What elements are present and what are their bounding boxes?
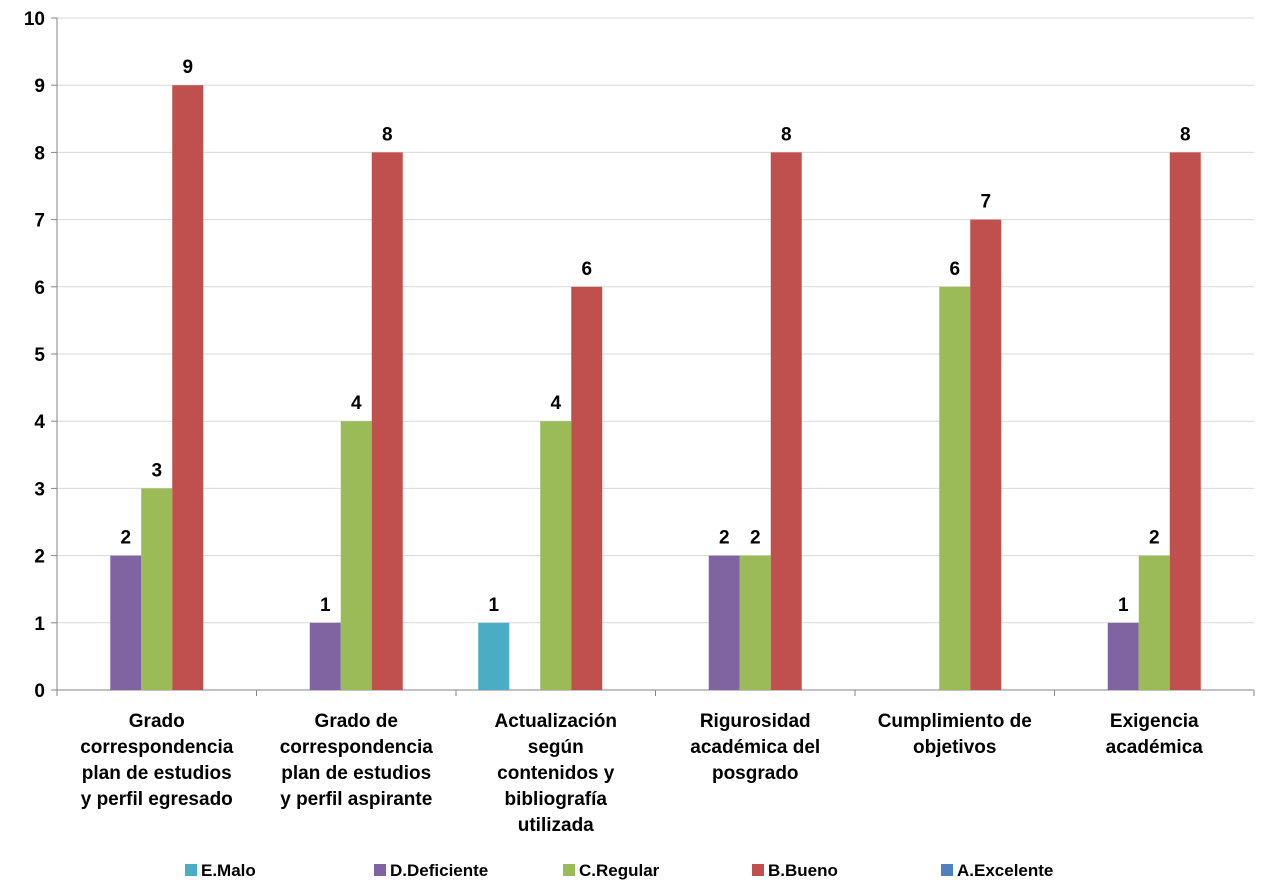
y-tick-label: 6 <box>34 278 45 299</box>
legend-swatch <box>185 864 197 876</box>
legend-label: B.Bueno <box>768 861 838 880</box>
y-tick-label: 7 <box>34 211 45 232</box>
legend-label: C.Regular <box>579 861 660 880</box>
data-label: 2 <box>719 528 730 549</box>
x-category-label: Actualización según contenidos y bibliograf… <box>495 711 617 836</box>
y-tick-label: 0 <box>34 681 45 702</box>
data-label: 9 <box>182 57 193 78</box>
bar-b-bueno <box>970 219 1002 690</box>
data-label: 1 <box>320 595 331 616</box>
y-tick-label: 9 <box>34 76 45 97</box>
bar-b-bueno <box>371 152 403 690</box>
y-tick-label: 8 <box>34 143 45 164</box>
data-label: 2 <box>1149 528 1160 549</box>
x-category-label: Exigencia académica <box>1106 711 1204 758</box>
data-label: 2 <box>750 528 761 549</box>
data-label: 8 <box>1180 124 1191 145</box>
legend-swatch <box>563 864 575 876</box>
y-tick-label: 3 <box>34 479 45 500</box>
y-tick-label: 2 <box>34 547 45 568</box>
legend-swatch <box>941 864 953 876</box>
data-label: 8 <box>781 124 792 145</box>
x-category-label: Cumplimiento de objetivos <box>878 711 1032 758</box>
bar-b-bueno <box>1169 152 1201 690</box>
legend-label: E.Malo <box>201 861 256 880</box>
data-label: 6 <box>949 259 960 280</box>
legend-label: A.Excelente <box>957 861 1053 880</box>
bar-c-regular <box>340 421 372 690</box>
data-label: 1 <box>1118 595 1129 616</box>
data-label: 3 <box>151 460 162 481</box>
bar-c-regular <box>540 421 572 690</box>
bar-c-regular <box>1138 555 1170 690</box>
bar-d-deficiente <box>110 555 142 690</box>
data-label: 6 <box>581 259 592 280</box>
bar-c-regular <box>739 555 771 690</box>
bars <box>110 85 1201 690</box>
bar-b-bueno <box>770 152 802 690</box>
bar-c-regular <box>939 286 971 690</box>
x-axis-category-labels: Grado correspondencia plan de estudios y pe… <box>80 711 1203 836</box>
bar-b-bueno <box>571 286 603 690</box>
data-label: 4 <box>351 393 362 414</box>
x-category-label: Rigurosidad académica del posgrado <box>690 711 820 784</box>
y-tick-label: 10 <box>24 9 45 30</box>
data-label: 1 <box>488 595 499 616</box>
bar-d-deficiente <box>309 622 341 690</box>
axes <box>51 17 1255 696</box>
x-category-label: Grado correspondencia plan de estudios y pe… <box>80 711 234 810</box>
data-label: 4 <box>550 393 561 414</box>
legend-swatch <box>752 864 764 876</box>
x-category-label: Grado de correspondencia plan de estudios y… <box>280 711 434 810</box>
y-tick-label: 5 <box>34 345 45 366</box>
data-label: 8 <box>382 124 393 145</box>
legend-label: D.Deficiente <box>390 861 488 880</box>
bar-e-malo <box>478 622 510 690</box>
y-tick-label: 1 <box>34 614 45 635</box>
bar-d-deficiente <box>1107 622 1139 690</box>
y-axis-tick-labels: 0 1 2 3 4 5 6 7 8 9 10 <box>24 9 46 702</box>
legend: E.Malo D.Deficiente C.Regular B.Bueno A.Exce… <box>185 861 1053 880</box>
bar-d-deficiente <box>708 555 740 690</box>
bar-c-regular <box>141 488 173 690</box>
y-tick-label: 4 <box>34 412 45 433</box>
bar-b-bueno <box>172 85 204 690</box>
legend-swatch <box>374 864 386 876</box>
data-label: 2 <box>120 528 131 549</box>
data-label: 7 <box>980 192 991 213</box>
gridlines <box>57 17 1254 624</box>
